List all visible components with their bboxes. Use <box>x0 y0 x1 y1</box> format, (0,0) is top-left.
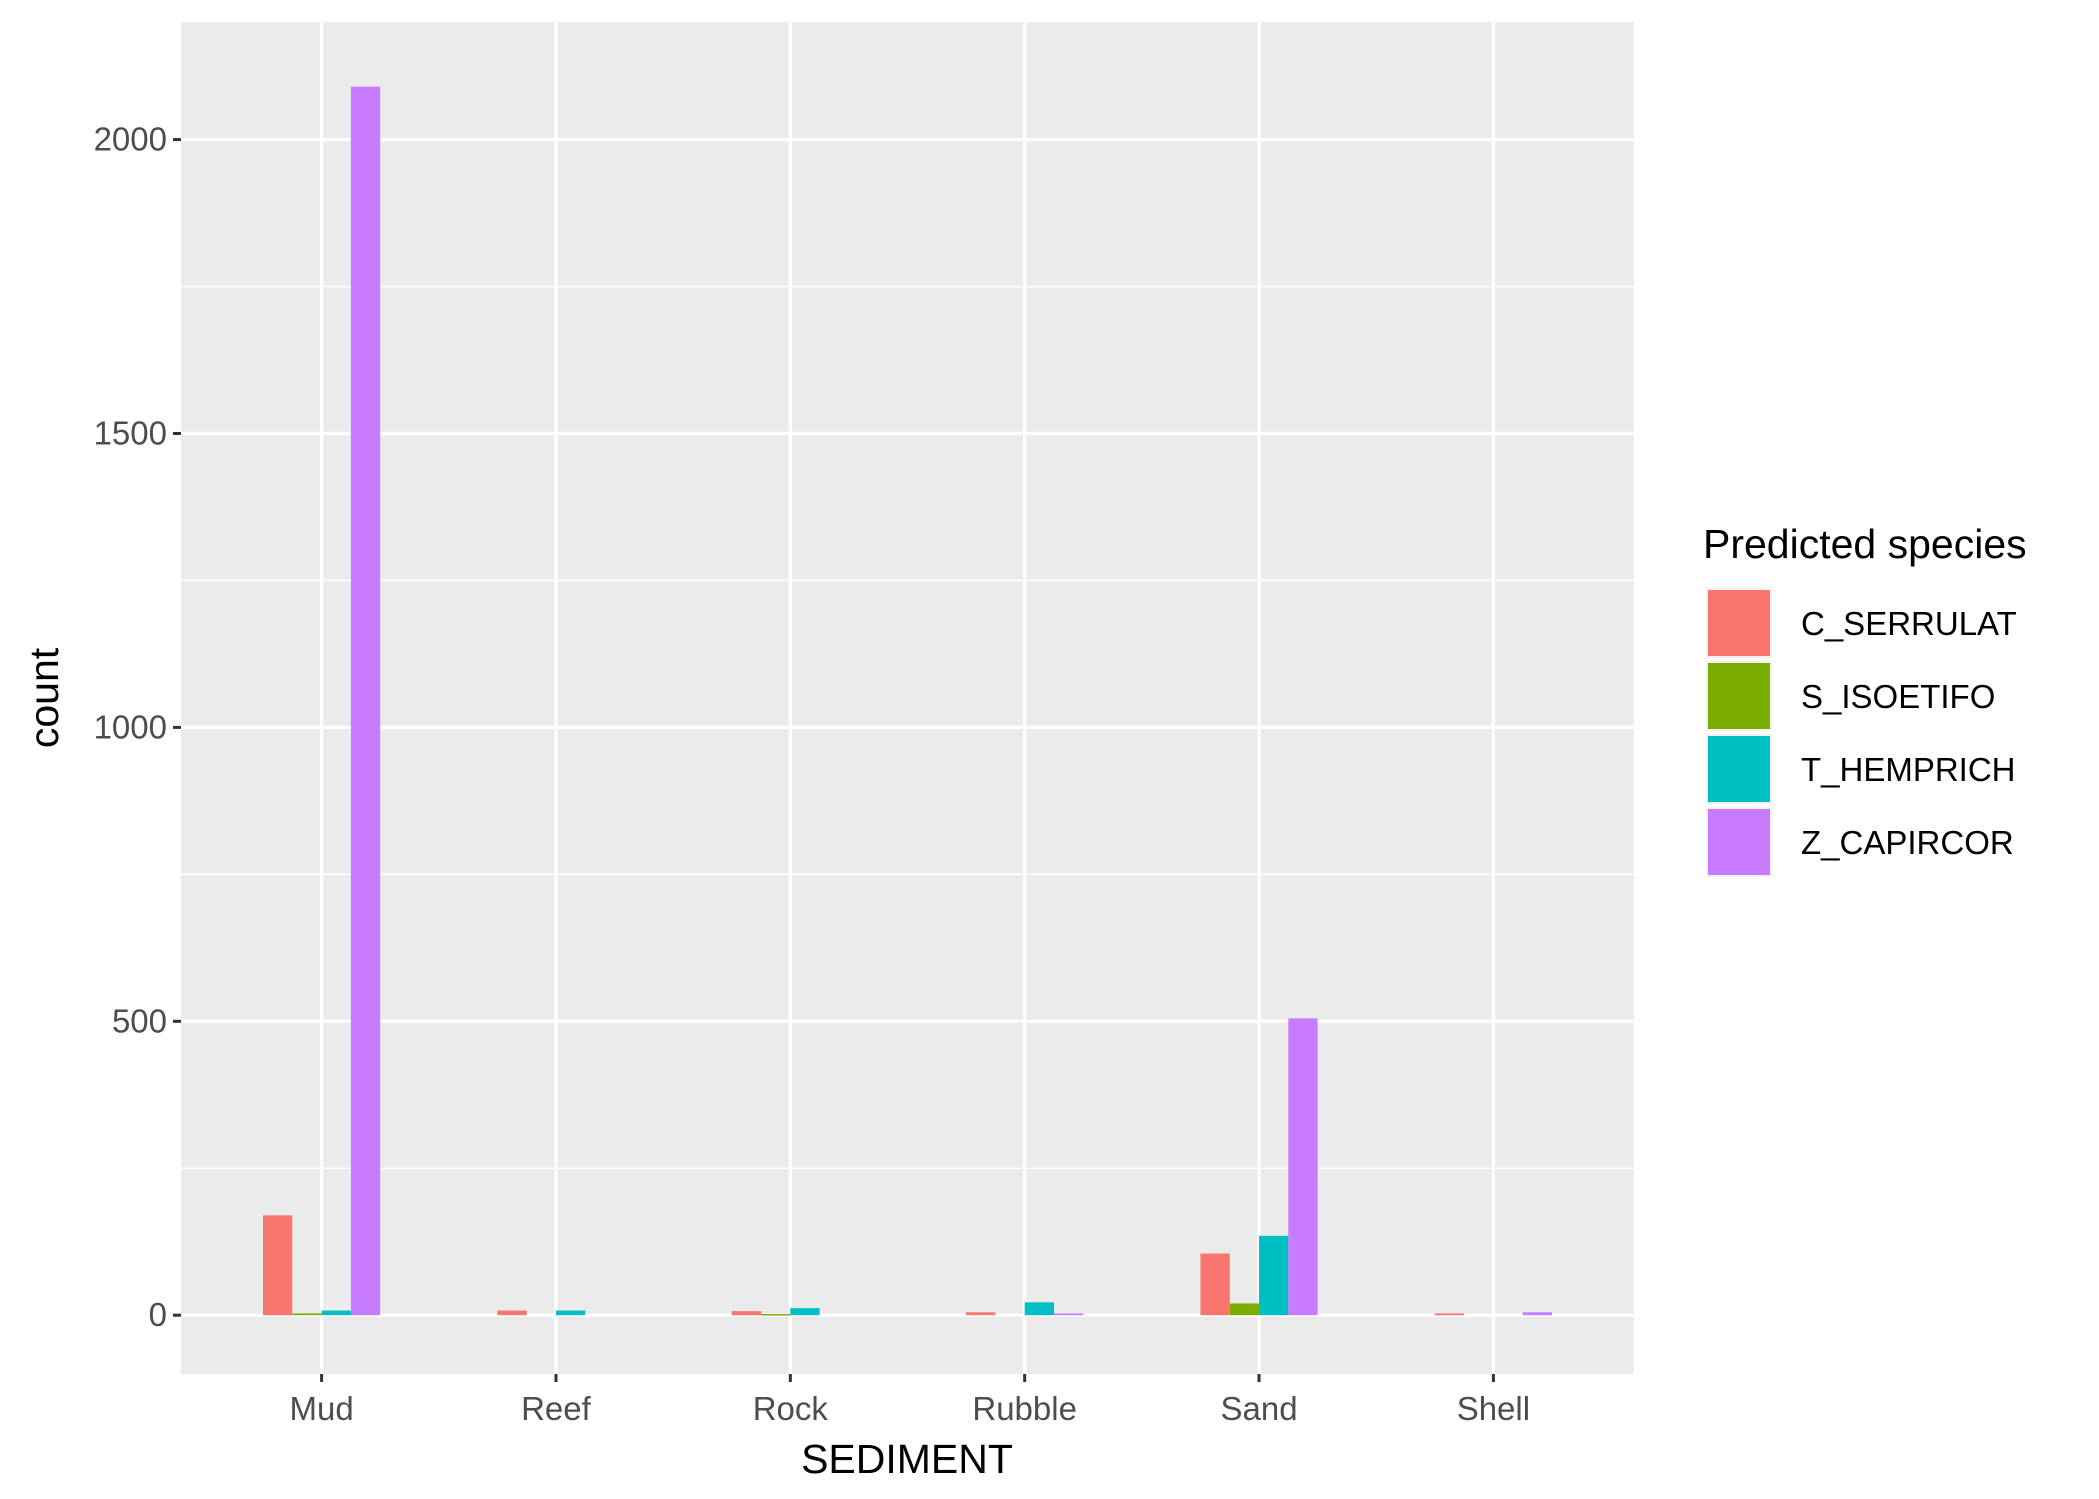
bar <box>966 1312 996 1316</box>
x-tick-label: Sand <box>1220 1390 1297 1427</box>
x-axis: Mud Reef Rock Rubble Sand Shell <box>290 1374 1530 1427</box>
bar <box>350 86 381 1316</box>
legend-label: Z_CAPIRCOR <box>1801 824 2014 861</box>
bar <box>1200 1253 1230 1316</box>
y-axis: 0 500 1000 1500 2000 <box>94 121 181 1333</box>
minor-gridlines <box>181 285 1634 1170</box>
x-tick-label: Rubble <box>972 1390 1077 1427</box>
y-tick-label: 500 <box>112 1002 167 1039</box>
legend-title: Predicted species <box>1703 521 2027 567</box>
plot-panel <box>181 22 1634 1374</box>
x-tick-label: Shell <box>1457 1390 1530 1427</box>
bar <box>1434 1313 1465 1316</box>
y-tick-label: 1000 <box>94 708 167 745</box>
bar <box>497 1310 527 1316</box>
bar <box>292 1313 322 1316</box>
bar <box>790 1308 820 1316</box>
bar <box>761 1314 791 1316</box>
legend-key <box>1708 663 1770 729</box>
x-axis-title: SEDIMENT <box>801 1436 1013 1482</box>
bar <box>263 1215 293 1316</box>
bar <box>1288 1018 1318 1316</box>
legend-label: T_HEMPRICH <box>1801 751 2016 788</box>
x-tick-label: Rock <box>753 1390 829 1427</box>
legend-key <box>1708 590 1770 656</box>
bar <box>1053 1313 1084 1316</box>
bar <box>1522 1312 1552 1316</box>
x-tick-label: Mud <box>290 1390 354 1427</box>
y-tick-label: 2000 <box>94 121 167 158</box>
bar <box>555 1310 586 1316</box>
bars <box>263 86 1552 1316</box>
y-tick-label: 1500 <box>94 414 167 451</box>
y-axis-title: count <box>21 647 67 748</box>
legend: Predicted species C_SERRULAT S_ISOETIFO T_… <box>1703 521 2027 877</box>
x-tick-label: Reef <box>521 1390 592 1427</box>
bar <box>321 1310 351 1316</box>
legend-key <box>1708 736 1770 802</box>
legend-key <box>1708 809 1770 875</box>
bar <box>1229 1303 1260 1316</box>
bar <box>1024 1302 1054 1316</box>
y-tick-label: 0 <box>149 1296 167 1333</box>
legend-label: S_ISOETIFO <box>1801 678 1995 715</box>
bar <box>1259 1235 1289 1316</box>
legend-label: C_SERRULAT <box>1801 605 2017 642</box>
bar <box>731 1311 762 1316</box>
major-gridlines <box>181 22 1634 1374</box>
